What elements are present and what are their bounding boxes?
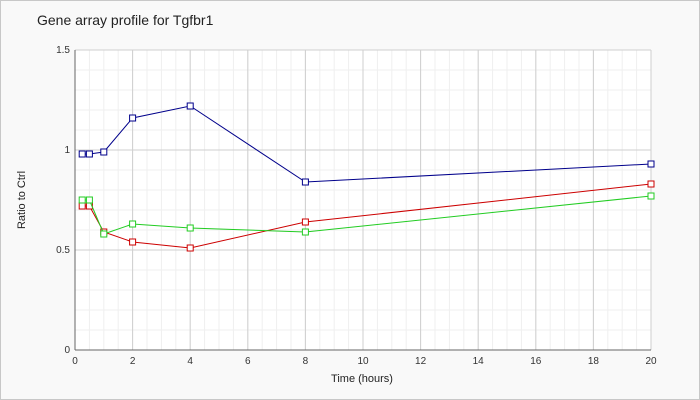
data-point bbox=[186, 102, 194, 110]
data-point bbox=[100, 148, 108, 156]
data-point bbox=[78, 150, 86, 158]
x-tick-label: 6 bbox=[245, 356, 251, 367]
x-axis-label: Time (hours) bbox=[331, 373, 393, 385]
x-tick-label: 14 bbox=[473, 356, 485, 367]
chart-title: Gene array profile for Tgfbr1 bbox=[37, 12, 214, 28]
data-point bbox=[186, 224, 194, 232]
data-point bbox=[78, 196, 86, 204]
data-point bbox=[100, 230, 108, 238]
data-point bbox=[129, 114, 137, 122]
data-point bbox=[85, 196, 93, 204]
data-point bbox=[647, 192, 655, 200]
y-tick-label: 1 bbox=[64, 145, 70, 156]
x-tick-label: 8 bbox=[303, 356, 309, 367]
x-tick-label: 2 bbox=[130, 356, 136, 367]
data-point bbox=[301, 218, 309, 226]
x-tick-label: 18 bbox=[588, 356, 600, 367]
x-tick-label: 12 bbox=[415, 356, 427, 367]
data-point bbox=[129, 238, 137, 246]
x-tick-label: 20 bbox=[645, 356, 657, 367]
data-point bbox=[129, 220, 137, 228]
data-point bbox=[186, 244, 194, 252]
x-tick-label: 10 bbox=[357, 356, 369, 367]
data-point bbox=[647, 160, 655, 168]
data-point bbox=[647, 180, 655, 188]
y-tick-label: 0.5 bbox=[56, 245, 70, 256]
x-tick-label: 0 bbox=[72, 356, 78, 367]
x-tick-label: 4 bbox=[187, 356, 193, 367]
data-point bbox=[85, 150, 93, 158]
x-tick-label: 16 bbox=[530, 356, 542, 367]
data-point bbox=[301, 228, 309, 236]
data-point bbox=[78, 202, 86, 210]
data-point bbox=[301, 178, 309, 186]
y-tick-label: 1.5 bbox=[56, 45, 70, 56]
y-tick-label: 0 bbox=[64, 345, 70, 356]
